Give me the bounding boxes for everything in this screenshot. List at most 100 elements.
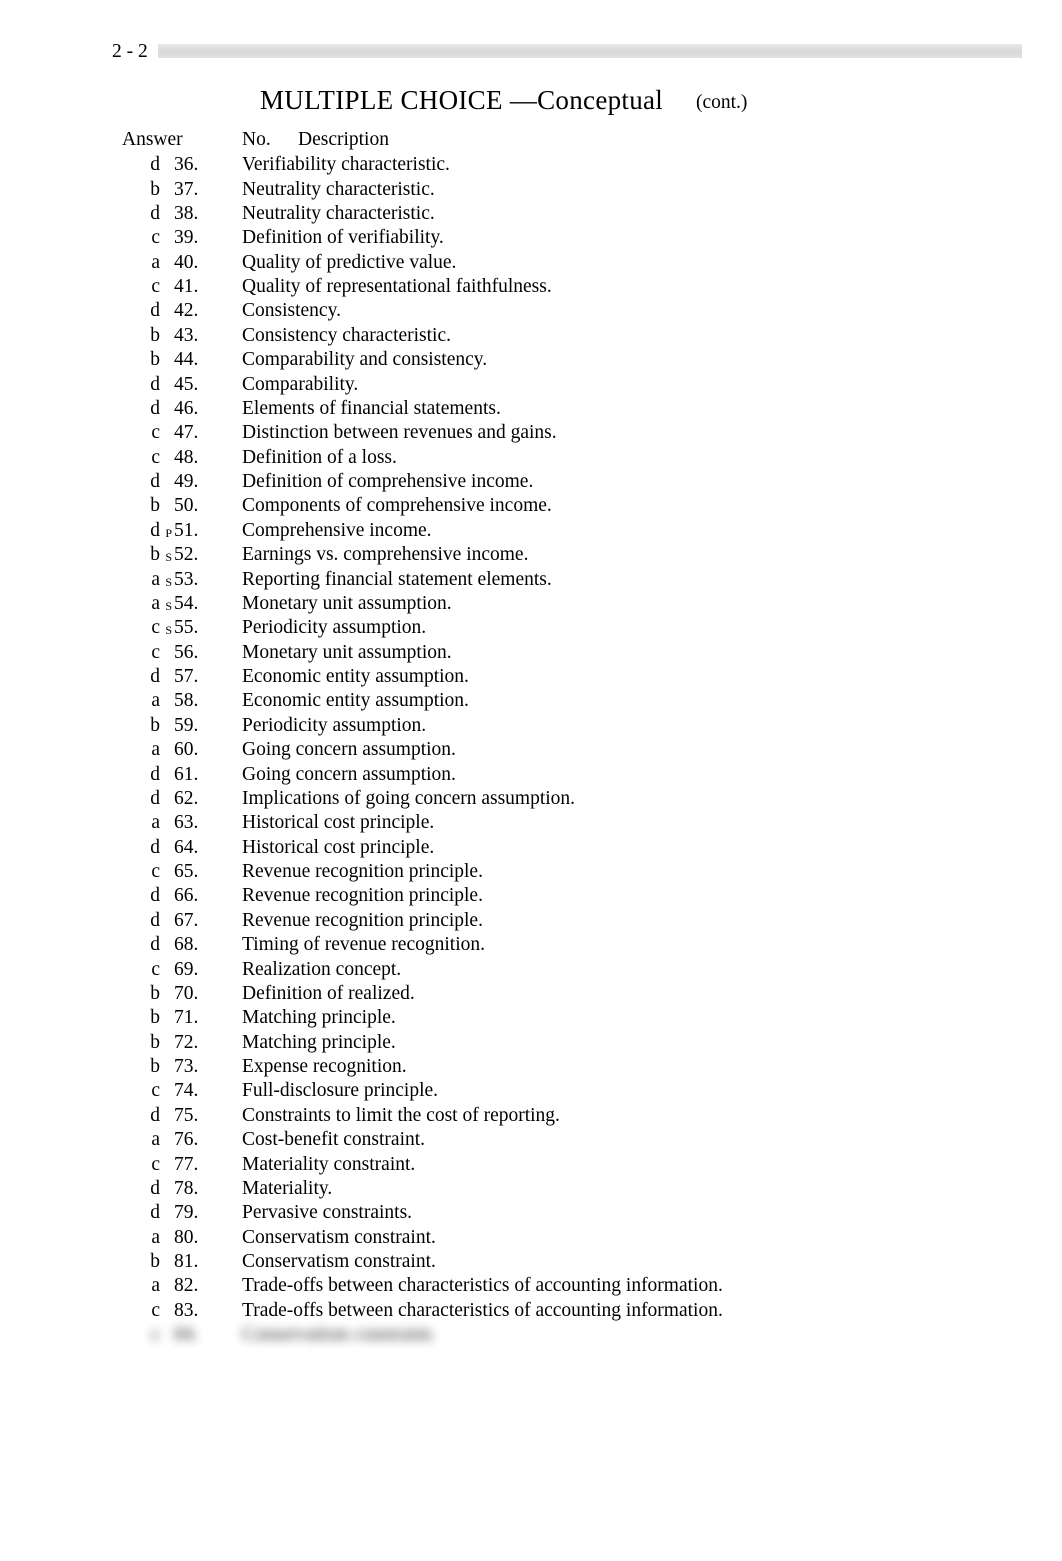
question-number: 57. [172, 665, 224, 689]
table-row: a82.Trade-offs between characteristics o… [122, 1274, 1062, 1298]
question-number: 39. [172, 226, 224, 250]
question-number: 53. [172, 568, 224, 592]
answer-letter: c [122, 1079, 160, 1103]
answer-letter: a [122, 1226, 160, 1250]
table-row: dP51.Comprehensive income. [122, 519, 1062, 543]
question-description: Matching principle. [224, 1031, 1062, 1055]
table-row: c83.Trade-offs between characteristics o… [122, 1299, 1062, 1323]
question-number: 77. [172, 1153, 224, 1177]
table-row: d 45.Comparability. [122, 373, 1062, 397]
question-description: Trade-offs between characteristics of ac… [224, 1274, 1062, 1298]
question-description: Comprehensive income. [224, 519, 1062, 543]
answer-letter: b [122, 1031, 160, 1055]
answer-letter: c [122, 860, 160, 884]
question-description: Consistency characteristic. [224, 324, 1062, 348]
table-row: d78.Materiality. [122, 1177, 1062, 1201]
table-header-row: Answer No. Description [122, 128, 1062, 152]
question-number: 45. [172, 373, 224, 397]
question-description: Consistency. [224, 299, 1062, 323]
question-number: 51. [172, 519, 224, 543]
question-description: Going concern assumption. [224, 763, 1062, 787]
answer-letter: b [122, 1006, 160, 1030]
header-gradient-bar [158, 44, 1022, 58]
question-description: Economic entity assumption. [224, 689, 1062, 713]
answer-letter: a [122, 689, 160, 713]
superscript-mark: P [160, 526, 172, 541]
answer-letter: c [122, 958, 160, 982]
table-row: d75.Constraints to limit the cost of rep… [122, 1104, 1062, 1128]
table-row: b50.Components of comprehensive income. [122, 494, 1062, 518]
table-row: c 74.Full-disclosure principle. [122, 1079, 1062, 1103]
superscript-mark: S [160, 575, 172, 590]
question-description: Quality of representational faithfulness… [224, 275, 1062, 299]
table-row: d36.Verifiability characteristic. [122, 153, 1062, 177]
table-row: d57.Economic entity assumption. [122, 665, 1062, 689]
question-number: 54. [172, 592, 224, 616]
question-description: Constraints to limit the cost of reporti… [224, 1104, 1062, 1128]
page-title-row: MULTIPLE CHOICE —Conceptual (cont.) [0, 84, 1062, 118]
page-title-sub: Conceptual [537, 85, 663, 115]
question-description: Periodicity assumption. [224, 714, 1062, 738]
table-row: b70.Definition of realized. [122, 982, 1062, 1006]
answer-letter: b [122, 178, 160, 202]
table-row: b73.Expense recognition. [122, 1055, 1062, 1079]
answer-letter: a [122, 568, 160, 592]
document-page: 2 - 2 MULTIPLE CHOICE —Conceptual (cont.… [0, 0, 1062, 1388]
answer-letter: b [122, 324, 160, 348]
answer-letter: d [122, 397, 160, 421]
question-number: 76. [172, 1128, 224, 1152]
question-number: 83. [172, 1299, 224, 1323]
question-description: Materiality constraint. [224, 1153, 1062, 1177]
table-row: b37.Neutrality characteristic. [122, 178, 1062, 202]
question-description: Distinction between revenues and gains. [224, 421, 1062, 445]
question-description: Full-disclosure principle. [224, 1079, 1062, 1103]
question-number: 47. [172, 421, 224, 445]
question-description: Historical cost principle. [224, 811, 1062, 835]
table-row: d38.Neutrality characteristic. [122, 202, 1062, 226]
answer-letter: d [122, 373, 160, 397]
question-description: Definition of verifiability. [224, 226, 1062, 250]
question-number: 73. [172, 1055, 224, 1079]
question-number: 79. [172, 1201, 224, 1225]
question-description: Cost-benefit constraint. [224, 1128, 1062, 1152]
table-row: c65.Revenue recognition principle. [122, 860, 1062, 884]
question-number: 81. [172, 1250, 224, 1274]
question-description: Neutrality characteristic. [224, 178, 1062, 202]
question-number: 55. [172, 616, 224, 640]
table-row: c 47.Distinction between revenues and gai… [122, 421, 1062, 445]
answer-letter: a [122, 738, 160, 762]
question-description: Comparability. [224, 373, 1062, 397]
question-description: Comparability and consistency. [224, 348, 1062, 372]
question-number: 52. [172, 543, 224, 567]
answer-letter: d [122, 836, 160, 860]
question-number: 67. [172, 909, 224, 933]
question-description: Revenue recognition principle. [224, 884, 1062, 908]
question-number: 60. [172, 738, 224, 762]
answer-letter: c [122, 421, 160, 445]
answer-letter: d [122, 519, 160, 543]
answer-letter: d [122, 299, 160, 323]
answer-letter: b [122, 348, 160, 372]
question-number: 74. [172, 1079, 224, 1103]
question-description: Neutrality characteristic. [224, 202, 1062, 226]
table-row: b81.Conservatism constraint. [122, 1250, 1062, 1274]
question-number: 64. [172, 836, 224, 860]
table-row: d68.Timing of revenue recognition. [122, 933, 1062, 957]
question-description: Earnings vs. comprehensive income. [224, 543, 1062, 567]
header-no: No. [242, 128, 298, 152]
question-description: Definition of comprehensive income. [224, 470, 1062, 494]
table-row: c69.Realization concept. [122, 958, 1062, 982]
table-row: b 72.Matching principle. [122, 1031, 1062, 1055]
question-number: 50. [172, 494, 224, 518]
question-description: Monetary unit assumption. [224, 641, 1062, 665]
table-row: c56.Monetary unit assumption. [122, 641, 1062, 665]
question-number: 72. [172, 1031, 224, 1055]
answer-letter: d [122, 933, 160, 957]
answer-letter: b [122, 1055, 160, 1079]
answer-letter: d [122, 1104, 160, 1128]
question-description: Materiality. [224, 1177, 1062, 1201]
question-description: Verifiability characteristic. [224, 153, 1062, 177]
question-number: 58. [172, 689, 224, 713]
question-number: 46. [172, 397, 224, 421]
answer-letter: c [122, 275, 160, 299]
